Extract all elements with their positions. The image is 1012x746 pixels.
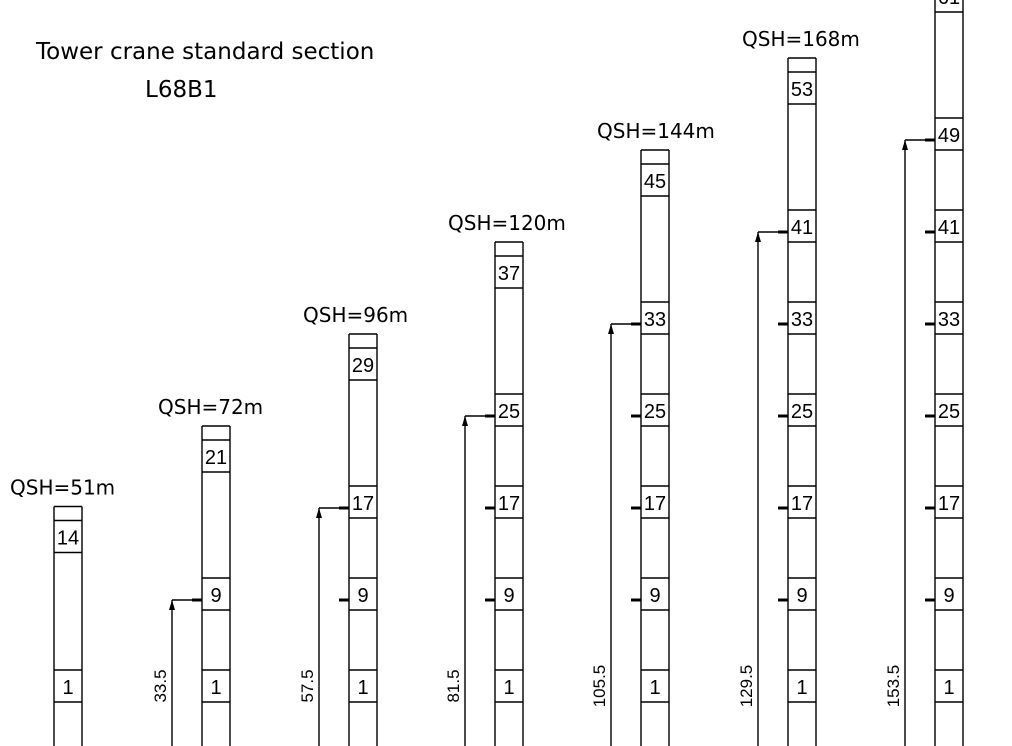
tower-4: QSH=120m 37 25 17 9 1 81.5 — [444, 211, 566, 746]
tower-7: QSH=192m61494133251791153.5 — [884, 0, 964, 746]
tower-5: QSH=144m 45 33 25 17 9 1 105.5 — [590, 119, 715, 746]
section-number: 1 — [210, 677, 221, 699]
section-number: 1 — [503, 677, 514, 699]
dimension-label: 33.5 — [151, 669, 170, 702]
section-number: 14 — [57, 528, 79, 550]
diagram-title-line1: Tower crane standard section — [35, 39, 374, 65]
dimension-label: 81.5 — [444, 669, 463, 702]
tower-height-label: QSH=144m — [597, 119, 715, 143]
diagram-title-line2: L68B1 — [145, 77, 218, 103]
section-number: 1 — [357, 677, 368, 699]
section-number: 33 — [644, 309, 666, 331]
section-number: 41 — [938, 217, 960, 239]
tower-height-label: QSH=120m — [448, 211, 566, 235]
dimension-arrow — [755, 232, 761, 242]
section-number: 9 — [943, 585, 954, 607]
section-number: 1 — [62, 677, 73, 699]
section-number: 53 — [791, 79, 813, 101]
dimension-label: 129.5 — [737, 665, 756, 708]
section-number: 21 — [205, 447, 227, 469]
section-number: 45 — [644, 171, 666, 193]
tower-height-label: QSH=72m — [158, 395, 263, 419]
section-number: 17 — [644, 493, 666, 515]
dimension-label: 153.5 — [884, 665, 903, 708]
section-number: 37 — [498, 263, 520, 285]
tower-height-label: QSH=96m — [303, 303, 408, 327]
section-number: 17 — [352, 493, 374, 515]
dimension-arrow — [169, 600, 175, 610]
section-number: 25 — [938, 401, 960, 423]
section-number: 9 — [503, 585, 514, 607]
section-number: 9 — [357, 585, 368, 607]
section-number: 1 — [796, 677, 807, 699]
section-number: 9 — [210, 585, 221, 607]
section-number: 49 — [938, 125, 960, 147]
section-number: 25 — [498, 401, 520, 423]
dimension-arrow — [316, 508, 322, 518]
section-number: 1 — [943, 677, 954, 699]
section-number: 1 — [649, 677, 660, 699]
dimension-arrow — [902, 140, 908, 150]
dimension-label: 105.5 — [590, 665, 609, 708]
section-number: 25 — [644, 401, 666, 423]
tower-1: QSH=51m 14 1 — [10, 476, 115, 746]
section-number: 9 — [796, 585, 807, 607]
tower-3: QSH=96m 29 17 9 1 57.5 — [298, 303, 408, 746]
tower-6: QSH=168m 53 41 33 25 17 9 1 129.5 — [737, 27, 860, 746]
dimension-arrow — [608, 324, 614, 334]
section-number: 33 — [791, 309, 813, 331]
section-number: 25 — [791, 401, 813, 423]
tower-2: QSH=72m 21 9 1 33.5 — [151, 395, 263, 746]
tower-height-label: QSH=168m — [742, 27, 860, 51]
section-number: 9 — [649, 585, 660, 607]
section-number: 61 — [938, 0, 960, 9]
section-number: 41 — [791, 217, 813, 239]
section-number: 29 — [352, 355, 374, 377]
dimension-arrow — [462, 416, 468, 426]
tower-height-label: QSH=51m — [10, 476, 115, 500]
section-number: 17 — [938, 493, 960, 515]
dimension-label: 57.5 — [298, 669, 317, 702]
section-number: 33 — [938, 309, 960, 331]
section-number: 17 — [791, 493, 813, 515]
towers-group: QSH=51m141QSH=72m219133.5QSH=96m29179157… — [10, 0, 964, 746]
section-number: 17 — [498, 493, 520, 515]
